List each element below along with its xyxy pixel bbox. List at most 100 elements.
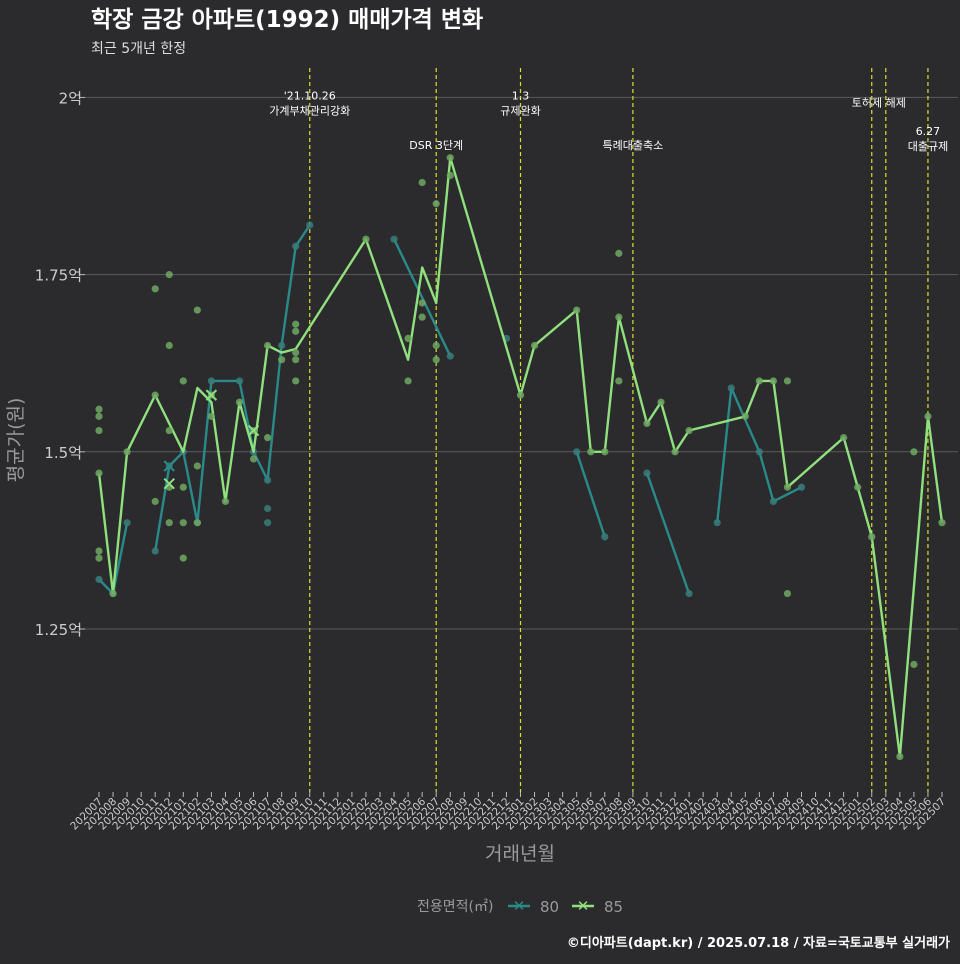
data-point-85 (432, 341, 440, 350)
data-point-80 (278, 341, 286, 350)
data-point-85 (657, 398, 665, 406)
data-point-85 (179, 483, 187, 491)
legend-key-80-x-icon: ✕ (513, 897, 526, 915)
data-point-80 (643, 469, 651, 477)
data-point-80 (292, 242, 300, 250)
legend-label-80: 80 (540, 898, 559, 916)
data-point-80 (713, 519, 721, 527)
data-point-85 (165, 341, 173, 350)
series-85 (95, 154, 946, 761)
event-label: '21.10.26 (284, 89, 336, 102)
data-point-85 (264, 434, 272, 442)
data-point-85 (165, 519, 173, 527)
series-line-80 (575, 451, 606, 538)
legend-key-85-x-icon: ✕ (577, 897, 590, 915)
x-axis-title: 거래년월 (485, 843, 555, 865)
chart-subtitle: 최근 5개년 한정 (91, 41, 186, 57)
y-tick-label: 1.5억 (44, 444, 82, 462)
y-axis-ticks: 1.25억 1.5억 1.75억 2억 (35, 89, 85, 639)
data-point-85 (516, 391, 525, 399)
y-tick-label: 2억 (59, 89, 82, 107)
data-point-85 (769, 377, 778, 385)
data-point-85 (896, 752, 904, 761)
y-tick-label: 1.25억 (35, 621, 82, 639)
data-point-85 (530, 341, 539, 350)
footer-credit: ©디아파트(dapt.kr) / 2025.07.18 / 자료=국토교통부 실… (567, 935, 950, 951)
data-point-85 (179, 377, 187, 385)
data-point-85 (193, 519, 201, 527)
data-point-85 (685, 426, 693, 435)
event-label: 토허제 해제 (852, 96, 906, 110)
data-point-85 (755, 377, 763, 385)
data-point-80 (306, 221, 314, 229)
data-point-85 (179, 554, 187, 562)
data-point-85 (95, 554, 103, 562)
data-point-85 (207, 412, 215, 420)
data-point-80 (797, 483, 806, 491)
data-point-85 (783, 483, 792, 491)
data-point-85 (179, 519, 187, 527)
data-point-85 (432, 200, 440, 208)
data-point-85 (910, 660, 918, 669)
data-point-85 (601, 448, 609, 456)
data-point-80 (390, 235, 398, 243)
data-point-80 (207, 377, 215, 385)
data-point-85 (615, 249, 623, 257)
data-point-85 (193, 462, 201, 470)
data-point-85 (404, 334, 412, 343)
data-point-85 (123, 448, 131, 456)
data-point-85 (404, 377, 412, 385)
data-point-80 (446, 352, 454, 360)
x-marker-80 (163, 460, 175, 472)
legend-title: 전용면적(㎡) (417, 899, 493, 915)
data-point-85 (840, 434, 848, 442)
event-label: DSR 3단계 (409, 139, 463, 152)
data-point-80 (95, 575, 103, 583)
data-point-85 (151, 497, 159, 506)
data-point-85 (418, 299, 426, 307)
data-point-85 (264, 341, 272, 350)
data-point-85 (418, 178, 426, 187)
x-marker-85 (247, 424, 260, 437)
data-point-80 (727, 384, 735, 392)
data-point-80 (769, 497, 778, 506)
legend: 전용면적(㎡) ✕ 80 ✕ 85 (417, 897, 623, 916)
data-point-85 (643, 419, 651, 428)
data-point-85 (249, 455, 258, 463)
data-point-85 (292, 377, 300, 385)
data-point-85 (783, 589, 792, 598)
data-point-85 (671, 448, 679, 456)
event-label: 규제완화 (500, 104, 540, 117)
data-point-85 (221, 497, 230, 506)
data-point-85 (615, 377, 623, 385)
data-point-85 (446, 171, 454, 179)
data-point-80 (685, 589, 693, 598)
event-label: 6.27 (916, 125, 941, 138)
data-point-85 (573, 306, 581, 314)
data-point-85 (95, 469, 103, 477)
data-point-80 (264, 504, 272, 513)
data-point-85 (432, 356, 440, 364)
data-point-85 (741, 412, 749, 420)
event-label: 대출규제 (908, 140, 948, 153)
data-point-85 (278, 356, 286, 364)
data-point-85 (95, 412, 103, 420)
data-point-85 (783, 377, 792, 385)
data-point-85 (292, 320, 300, 328)
data-point-85 (95, 426, 103, 435)
data-point-80 (123, 519, 131, 527)
data-point-80 (235, 377, 244, 385)
data-point-85 (109, 589, 117, 598)
x-marker-85 (163, 477, 175, 490)
data-point-85 (418, 313, 426, 321)
grid-layer (85, 96, 958, 630)
data-point-80 (264, 519, 272, 527)
data-point-85 (938, 519, 946, 527)
data-point-85 (868, 533, 876, 541)
data-point-85 (854, 483, 862, 491)
data-point-85 (292, 356, 300, 364)
event-label: 1.3 (512, 89, 530, 102)
